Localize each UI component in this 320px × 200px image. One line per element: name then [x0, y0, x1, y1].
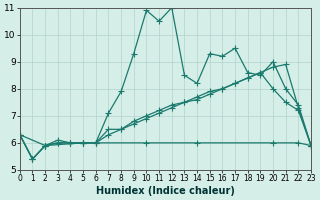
X-axis label: Humidex (Indice chaleur): Humidex (Indice chaleur): [96, 186, 235, 196]
